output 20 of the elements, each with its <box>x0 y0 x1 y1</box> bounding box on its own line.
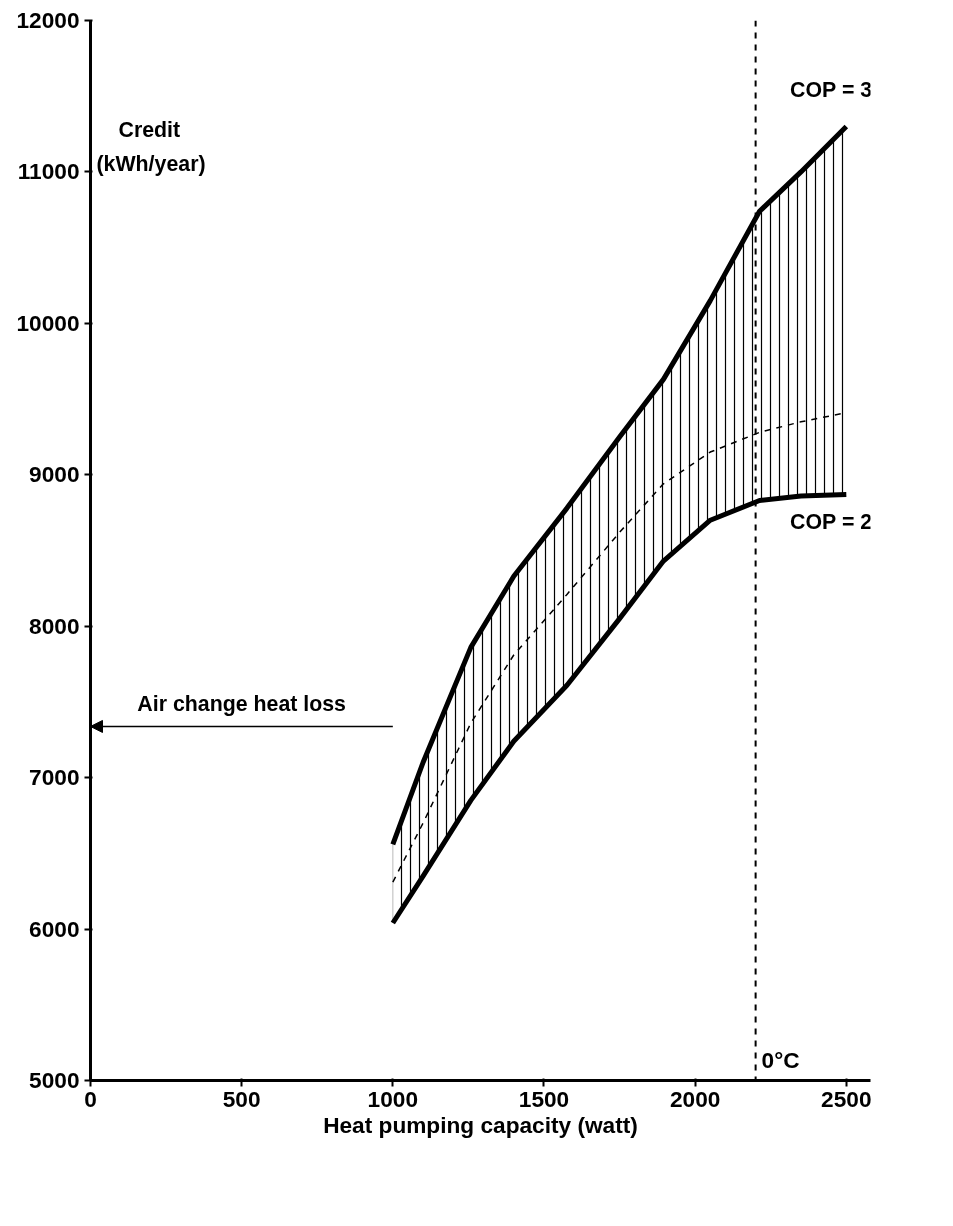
x-tick-label: 0 <box>84 1085 97 1112</box>
annotation: Air change heat loss <box>137 692 346 717</box>
y-tick-label: 6000 <box>29 915 80 942</box>
y-tick-label: 5000 <box>29 1067 80 1093</box>
series-label: COP = 2 <box>790 510 873 535</box>
x-tick-label: 2000 <box>669 1085 721 1112</box>
y-tick-label: 9000 <box>29 461 80 488</box>
y-tick-label: 10000 <box>16 309 80 336</box>
y-tick-label: 8000 <box>29 612 80 639</box>
series-label: COP = 3 <box>790 77 873 102</box>
ref-line-label: 0°C <box>761 1046 800 1073</box>
y-tick-label: 12000 <box>16 7 80 33</box>
x-tick-label: 1000 <box>367 1085 419 1112</box>
x-tick-label: 1500 <box>518 1085 570 1112</box>
y-axis-title: Credit (kWh/year) <box>96 117 206 177</box>
x-tick-label: 2500 <box>821 1085 872 1112</box>
y-tick-label: 11000 <box>17 158 80 185</box>
y-tick-label: 7000 <box>29 764 80 791</box>
x-axis-title: Heat pumping capacity (watt) <box>323 1111 638 1138</box>
x-tick-label: 500 <box>222 1085 261 1112</box>
